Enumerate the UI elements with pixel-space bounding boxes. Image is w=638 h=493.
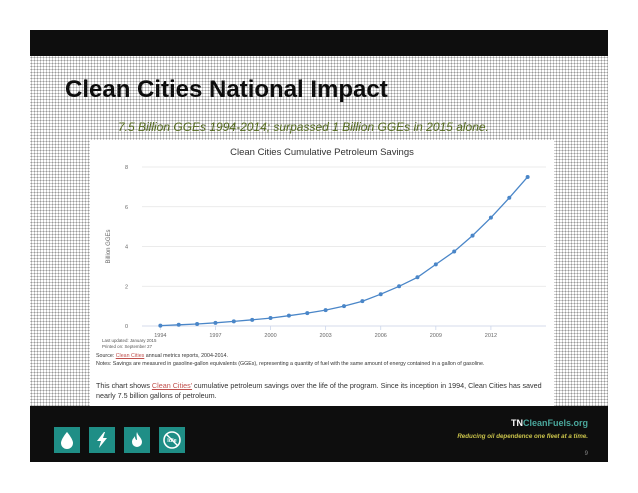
- y-tick-label: 4: [125, 245, 128, 251]
- slide-subtitle: 7.5 Billion GGEs 1994-2014; surpassed 1 …: [118, 120, 489, 134]
- x-tick-label: 2006: [375, 333, 387, 339]
- description-link[interactable]: Clean Cities': [151, 381, 193, 390]
- data-point[interactable]: [268, 316, 273, 321]
- source-line: Source: Clean Cities annual metrics repo…: [96, 352, 546, 360]
- last-updated-text: Last updated: January 2015: [102, 338, 157, 343]
- slide-title: Clean Cities National Impact: [65, 76, 388, 103]
- data-point[interactable]: [525, 174, 530, 179]
- data-point[interactable]: [231, 319, 236, 324]
- y-axis-label: Billion GGEs: [106, 229, 112, 263]
- footer-bar: Idle TNCleanFuels.org Reducing oil depen…: [30, 406, 608, 462]
- x-tick-label: 2003: [320, 333, 332, 339]
- data-point[interactable]: [415, 275, 420, 280]
- drop-icon: [54, 427, 80, 453]
- data-point[interactable]: [176, 322, 181, 327]
- data-point[interactable]: [360, 299, 365, 304]
- data-point[interactable]: [433, 262, 438, 267]
- data-point[interactable]: [250, 317, 255, 322]
- chart-svg: Clean Cities Cumulative Petroleum Saving…: [102, 147, 546, 349]
- y-tick-label: 6: [125, 205, 128, 211]
- data-point[interactable]: [452, 249, 457, 254]
- x-tick-label: 2000: [264, 333, 276, 339]
- data-point[interactable]: [378, 292, 383, 297]
- data-point[interactable]: [470, 233, 475, 238]
- x-tick-label: 2009: [430, 333, 442, 339]
- no-idle-icon: Idle: [159, 427, 185, 453]
- source-suffix: annual metrics reports, 2004-2014.: [144, 353, 228, 359]
- data-point[interactable]: [158, 323, 163, 328]
- y-tick-label: 2: [125, 284, 128, 290]
- data-point[interactable]: [286, 313, 291, 318]
- brand-tld: .org: [571, 418, 588, 428]
- flame-icon: [124, 427, 150, 453]
- brand-accent: CleanFuels: [522, 418, 571, 428]
- chart-card: Clean Cities Cumulative Petroleum Saving…: [90, 140, 554, 406]
- data-point[interactable]: [342, 304, 346, 309]
- data-point[interactable]: [195, 322, 200, 327]
- tagline: Reducing oil dependence one fleet at a t…: [457, 433, 588, 440]
- notes-line: Notes: Savings are measured in gasoline-…: [96, 361, 485, 367]
- lightning-icon: [89, 427, 115, 453]
- top-bar: [30, 30, 608, 56]
- data-point[interactable]: [507, 195, 512, 200]
- x-tick-label: 1997: [209, 333, 221, 339]
- y-tick-label: 8: [125, 165, 128, 171]
- x-tick-label: 2012: [485, 333, 497, 339]
- chart-notes: Source: Clean Cities annual metrics repo…: [96, 352, 546, 368]
- series-line: [160, 176, 529, 327]
- data-point[interactable]: [323, 308, 328, 313]
- source-link[interactable]: Clean Cities: [115, 353, 145, 359]
- source-prefix: Source:: [96, 353, 116, 359]
- data-point[interactable]: [305, 311, 310, 316]
- description-suffix: cumulative petroleum savings over the li…: [96, 381, 542, 400]
- chart-description: This chart shows Clean Cities' cumulativ…: [96, 381, 546, 401]
- data-point[interactable]: [397, 284, 402, 289]
- no-idle-label: Idle: [167, 438, 176, 444]
- page-number: 9: [584, 451, 588, 457]
- y-tick-label: 0: [125, 324, 128, 330]
- x-tick-label: 1994: [154, 333, 166, 339]
- data-point[interactable]: [213, 320, 218, 325]
- chart-title: Clean Cities Cumulative Petroleum Saving…: [230, 147, 414, 158]
- data-point[interactable]: [488, 215, 493, 220]
- description-prefix: This chart shows: [96, 381, 152, 390]
- brand-logo: TNCleanFuels.org: [511, 418, 588, 428]
- brand-main: TN: [510, 418, 523, 428]
- printed-on-text: Printed on: September 27: [102, 344, 153, 349]
